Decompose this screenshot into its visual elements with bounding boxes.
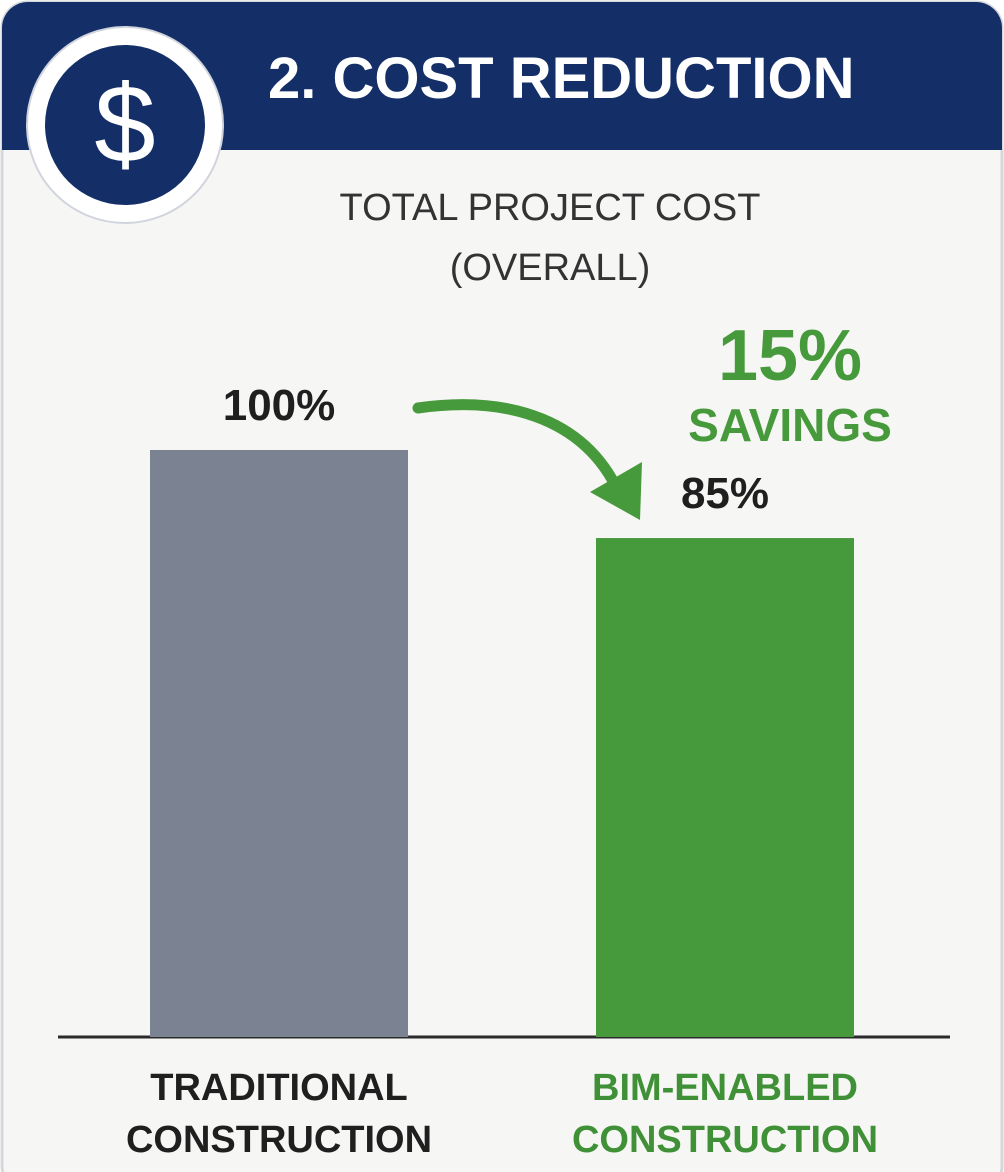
category-label: TRADITIONAL CONSTRUCTION <box>125 1067 433 1161</box>
value-label: 85% <box>680 469 770 519</box>
header-band <box>2 2 1002 150</box>
chart-title: 2. COST REDUCTION <box>268 46 855 111</box>
category-label: BIM-ENABLED CONSTRUCTION <box>571 1067 879 1161</box>
annotation-text: SAVINGS <box>688 399 892 451</box>
annotation-value: 15% <box>717 316 863 396</box>
annotation: 15% SAVINGS <box>640 320 940 448</box>
bar <box>150 450 408 1037</box>
chart-subtitle: TOTAL PROJECT COST (OVERALL) <box>339 187 761 289</box>
icon-symbol: $ <box>94 63 156 186</box>
value-label: 100% <box>222 381 336 430</box>
bar <box>596 538 854 1037</box>
arrow <box>412 399 628 506</box>
arrow-head <box>590 462 642 520</box>
icon-circle <box>45 45 205 205</box>
